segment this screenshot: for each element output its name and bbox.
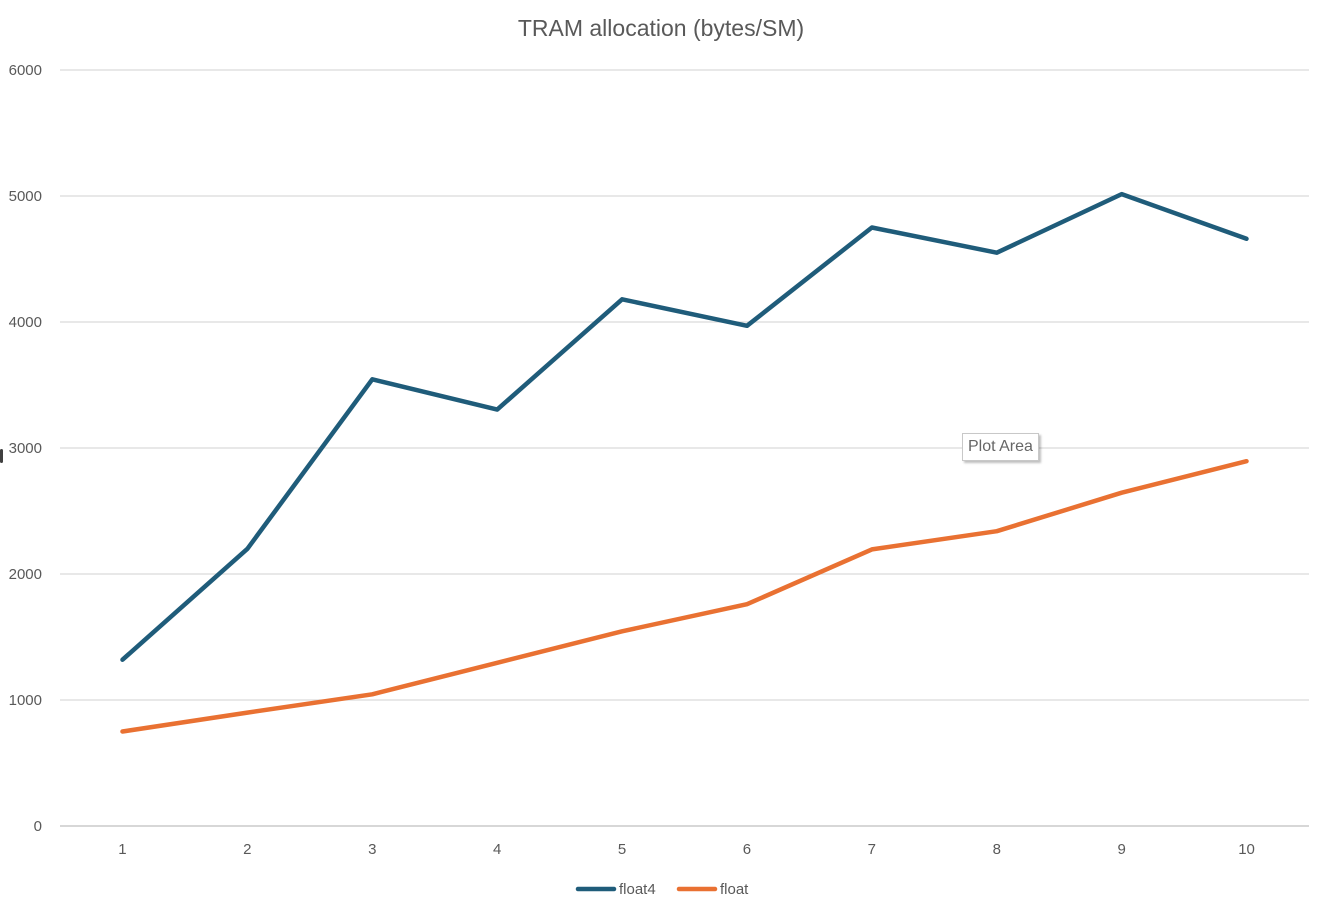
legend-label: float xyxy=(720,881,749,898)
y-axis-ticks: 0 1000 2000 3000 4000 5000 6000 xyxy=(9,62,42,835)
legend-item-float[interactable]: float xyxy=(676,881,749,898)
y-tick-label: 6000 xyxy=(9,62,42,79)
x-tick-label: 10 xyxy=(1238,841,1255,858)
x-tick-label: 5 xyxy=(618,841,626,858)
legend[interactable]: float4 float xyxy=(575,881,749,898)
x-tick-label: 2 xyxy=(243,841,251,858)
y-tick-label: 1000 xyxy=(9,692,42,709)
x-tick-label: 1 xyxy=(118,841,126,858)
legend-label: float4 xyxy=(619,881,656,898)
edge-handle-mark xyxy=(0,449,3,463)
gridlines xyxy=(60,69,1309,827)
x-axis-ticks: 1 2 3 4 5 6 7 8 9 10 xyxy=(118,841,1255,858)
plot-area-tooltip: Plot Area xyxy=(962,433,1039,461)
chart-title: TRAM allocation (bytes/SM) xyxy=(518,15,804,41)
series-line-float4[interactable] xyxy=(120,191,1249,662)
plot-area[interactable] xyxy=(120,191,1249,734)
y-tick-label: 0 xyxy=(34,818,42,835)
x-tick-label: 3 xyxy=(368,841,376,858)
x-tick-label: 9 xyxy=(1117,841,1125,858)
y-tick-label: 5000 xyxy=(9,188,42,205)
legend-item-float4[interactable]: float4 xyxy=(575,881,656,898)
y-tick-label: 3000 xyxy=(9,440,42,457)
x-tick-label: 8 xyxy=(993,841,1001,858)
x-tick-label: 7 xyxy=(868,841,876,858)
x-tick-label: 6 xyxy=(743,841,751,858)
x-tick-label: 4 xyxy=(493,841,501,858)
y-tick-label: 2000 xyxy=(9,566,42,583)
series-line-float[interactable] xyxy=(120,458,1249,734)
y-tick-label: 4000 xyxy=(9,314,42,331)
